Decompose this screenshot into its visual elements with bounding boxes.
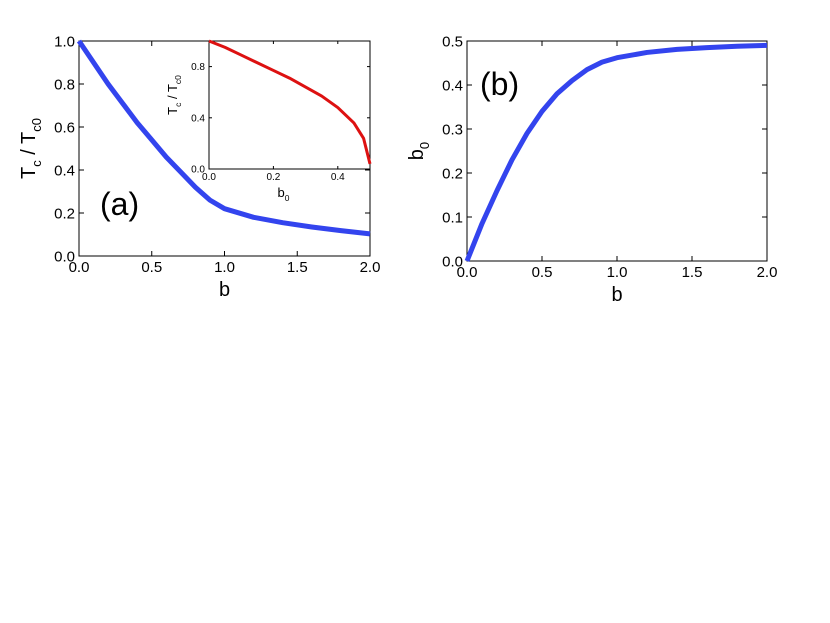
label-text: b [406,149,428,160]
data-line [76,39,371,237]
x-tick-label: 0.0 [202,172,216,183]
y-tick-label: 0.2 [442,165,463,182]
y-axis-label: b0 [406,142,432,160]
y-tick-label: 0.8 [54,76,75,93]
x-tick-label: 1.5 [682,264,703,281]
y-axis-label: Tc / Tc0 [165,75,183,115]
x-tick-label: 0.5 [141,259,162,276]
panel-label: (b) [480,66,519,102]
y-tick-label: 0.0 [442,253,463,270]
data-line [208,39,372,165]
x-tick-label: 0.4 [331,172,345,183]
y-tick-label: 0.4 [442,77,463,94]
label-subscript: c [29,160,44,167]
label-subscript: 0 [285,193,290,203]
data-line [464,42,768,262]
label-text: / T [165,84,180,103]
plot-frame [208,40,371,170]
x-axis-label: b0 [278,185,290,203]
label-text: / T [18,132,40,161]
x-tick-label: 1.0 [607,264,628,281]
x-tick-label: 0.2 [266,172,280,183]
x-axis-label: b [611,284,622,306]
y-axis-label: Tc / Tc0 [18,118,44,179]
y-tick-label: 0.8 [191,62,205,73]
x-tick-label: 1.0 [214,259,235,276]
x-tick-label: 1.5 [287,259,308,276]
label-text: b [611,284,622,306]
y-tick-label: 0.4 [191,113,205,124]
label-text: T [165,107,180,115]
x-tick-label: 0.5 [532,264,553,281]
label-text: b [219,279,230,301]
y-tick-label: 0.4 [54,162,75,179]
y-tick-label: 0.2 [54,205,75,222]
label-text: b [278,185,285,200]
label-subscript: 0 [417,142,432,149]
label-subscript: c0 [29,118,44,132]
y-tick-label: 0.1 [442,209,463,226]
y-tick-label: 0.6 [54,119,75,136]
y-tick-label: 0.0 [191,165,205,176]
label-subscript: c [173,103,183,107]
label-subscript: c0 [173,75,183,84]
x-tick-label: 0.0 [457,264,478,281]
y-tick-label: 0.0 [54,248,75,265]
y-tick-label: 1.0 [54,33,75,50]
x-tick-label: 0.0 [69,259,90,276]
panel-label: (a) [100,186,139,222]
y-tick-label: 0.5 [442,33,463,50]
label-text: T [18,167,40,179]
y-tick-label: 0.3 [442,121,463,138]
x-tick-label: 2.0 [757,264,778,281]
x-tick-label: 2.0 [360,259,381,276]
x-axis-label: b [219,279,230,301]
